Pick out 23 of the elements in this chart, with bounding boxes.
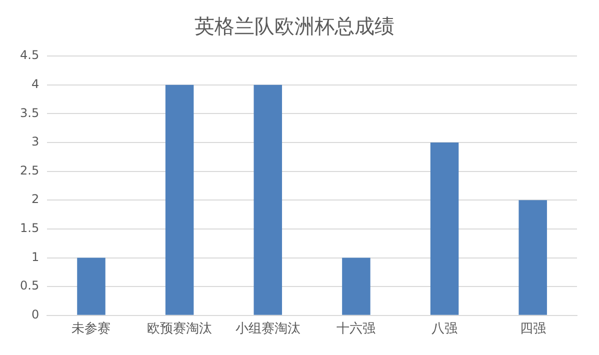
y-tick-label: 1.5	[20, 221, 40, 236]
y-tick-label: 2	[31, 192, 40, 206]
y-tick-label: 2.5	[20, 163, 40, 178]
y-tick-label: 3.5	[20, 106, 40, 120]
x-tick-label: 十六强	[336, 322, 376, 337]
bar	[77, 258, 106, 315]
bar	[342, 258, 370, 315]
chart-title: 英格兰队欧洲杯总成绩	[194, 14, 394, 38]
x-tick-label: 小组赛淘汰	[235, 320, 300, 337]
bar	[165, 84, 194, 315]
bar	[518, 200, 547, 315]
y-tick-label: 4	[31, 76, 40, 91]
y-tick-label: 3	[31, 134, 40, 149]
x-tick-label: 四强	[520, 322, 546, 337]
x-tick-label: 未参赛	[72, 320, 111, 337]
y-tick-label: 1	[31, 250, 40, 264]
bar	[254, 84, 282, 315]
y-tick-label: 0	[31, 308, 40, 322]
y-tick-label: 0.5	[20, 278, 40, 293]
bar	[430, 142, 459, 315]
y-tick-label: 4.5	[20, 48, 40, 62]
x-tick-label: 欧预赛淘汰	[147, 320, 212, 337]
x-tick-label: 八强	[432, 322, 458, 337]
